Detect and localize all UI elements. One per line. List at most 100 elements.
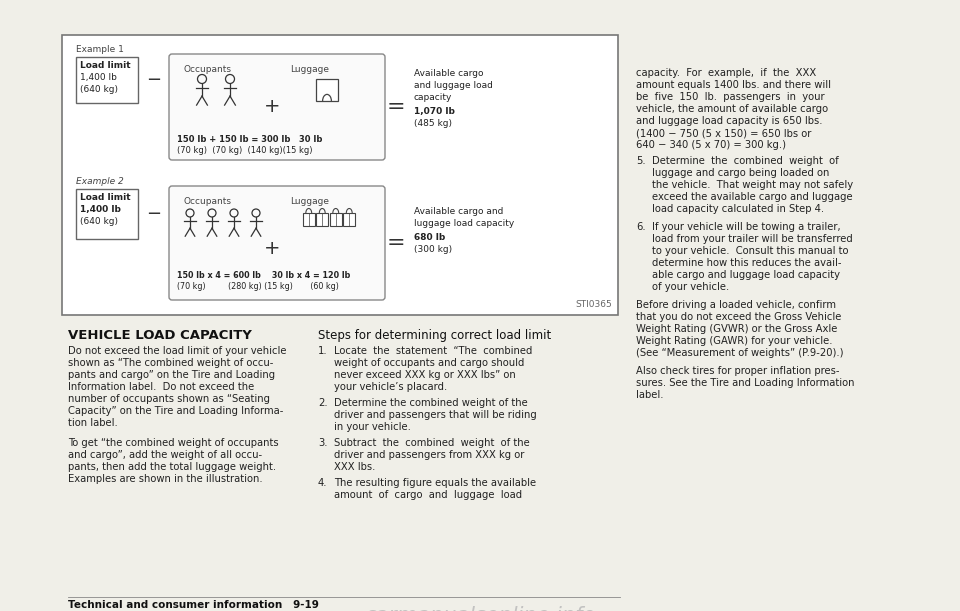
Text: 5.: 5. bbox=[636, 156, 646, 166]
Text: and luggage load: and luggage load bbox=[414, 81, 492, 90]
Text: If your vehicle will be towing a trailer,: If your vehicle will be towing a trailer… bbox=[652, 222, 841, 232]
Text: that you do not exceed the Gross Vehicle: that you do not exceed the Gross Vehicle bbox=[636, 312, 841, 322]
Text: The resulting figure equals the available: The resulting figure equals the availabl… bbox=[334, 478, 536, 488]
Text: Example 1: Example 1 bbox=[76, 45, 124, 54]
Text: load capacity calculated in Step 4.: load capacity calculated in Step 4. bbox=[652, 204, 824, 214]
Text: (70 kg)         (280 kg) (15 kg)       (60 kg): (70 kg) (280 kg) (15 kg) (60 kg) bbox=[177, 282, 339, 291]
Text: 1.: 1. bbox=[318, 346, 327, 356]
Text: +: + bbox=[264, 98, 280, 117]
FancyBboxPatch shape bbox=[330, 213, 342, 225]
Text: driver and passengers from XXX kg or: driver and passengers from XXX kg or bbox=[334, 450, 524, 460]
Text: Examples are shown in the illustration.: Examples are shown in the illustration. bbox=[68, 474, 263, 484]
Text: Locate  the  statement  “The  combined: Locate the statement “The combined bbox=[334, 346, 533, 356]
Text: amount  of  cargo  and  luggage  load: amount of cargo and luggage load bbox=[334, 490, 522, 500]
Text: Subtract  the  combined  weight  of the: Subtract the combined weight of the bbox=[334, 438, 530, 448]
Text: number of occupants shown as “Seating: number of occupants shown as “Seating bbox=[68, 394, 270, 404]
Text: carmanualsonline.info: carmanualsonline.info bbox=[365, 606, 595, 611]
Text: the vehicle.  That weight may not safely: the vehicle. That weight may not safely bbox=[652, 180, 853, 190]
Text: and cargo”, add the weight of all occu-: and cargo”, add the weight of all occu- bbox=[68, 450, 262, 460]
Text: =: = bbox=[387, 97, 405, 117]
Text: Determine the combined weight of the: Determine the combined weight of the bbox=[334, 398, 528, 408]
Text: to your vehicle.  Consult this manual to: to your vehicle. Consult this manual to bbox=[652, 246, 849, 256]
Text: 640 − 340 (5 x 70) = 300 kg.): 640 − 340 (5 x 70) = 300 kg.) bbox=[636, 140, 786, 150]
Text: (70 kg)  (70 kg)  (140 kg)(15 kg): (70 kg) (70 kg) (140 kg)(15 kg) bbox=[177, 146, 313, 155]
Text: vehicle, the amount of available cargo: vehicle, the amount of available cargo bbox=[636, 104, 828, 114]
Text: Available cargo: Available cargo bbox=[414, 69, 484, 78]
Text: 2.: 2. bbox=[318, 398, 327, 408]
Text: 3.: 3. bbox=[318, 438, 327, 448]
Text: (1400 − 750 (5 x 150) = 650 lbs or: (1400 − 750 (5 x 150) = 650 lbs or bbox=[636, 128, 811, 138]
Text: pants, then add the total luggage weight.: pants, then add the total luggage weight… bbox=[68, 462, 276, 472]
Text: luggage load capacity: luggage load capacity bbox=[414, 219, 515, 228]
Text: your vehicle’s placard.: your vehicle’s placard. bbox=[334, 382, 447, 392]
Text: label.: label. bbox=[636, 390, 663, 400]
Text: driver and passengers that will be riding: driver and passengers that will be ridin… bbox=[334, 410, 537, 420]
Text: 1,400 lb: 1,400 lb bbox=[80, 73, 117, 82]
Text: Load limit: Load limit bbox=[80, 193, 131, 202]
Text: capacity: capacity bbox=[414, 93, 452, 102]
Text: Occupants: Occupants bbox=[184, 197, 232, 206]
Text: −: − bbox=[147, 205, 161, 223]
Text: Before driving a loaded vehicle, confirm: Before driving a loaded vehicle, confirm bbox=[636, 300, 836, 310]
Text: Also check tires for proper inflation pres-: Also check tires for proper inflation pr… bbox=[636, 366, 839, 376]
Text: Technical and consumer information   9-19: Technical and consumer information 9-19 bbox=[68, 600, 319, 610]
Text: −: − bbox=[147, 71, 161, 89]
Text: =: = bbox=[387, 233, 405, 253]
Text: able cargo and luggage load capacity: able cargo and luggage load capacity bbox=[652, 270, 840, 280]
Text: (300 kg): (300 kg) bbox=[414, 245, 452, 254]
Text: of your vehicle.: of your vehicle. bbox=[652, 282, 730, 292]
Text: Luggage: Luggage bbox=[290, 65, 329, 74]
Text: (640 kg): (640 kg) bbox=[80, 85, 118, 94]
Text: be  five  150  lb.  passengers  in  your: be five 150 lb. passengers in your bbox=[636, 92, 825, 102]
Text: 150 lb + 150 lb = 300 lb   30 lb: 150 lb + 150 lb = 300 lb 30 lb bbox=[177, 135, 323, 144]
Text: weight of occupants and cargo should: weight of occupants and cargo should bbox=[334, 358, 524, 368]
Text: Luggage: Luggage bbox=[290, 197, 329, 206]
Text: XXX lbs.: XXX lbs. bbox=[334, 462, 375, 472]
FancyBboxPatch shape bbox=[169, 186, 385, 300]
Text: Weight Rating (GVWR) or the Gross Axle: Weight Rating (GVWR) or the Gross Axle bbox=[636, 324, 837, 334]
Text: pants and cargo” on the Tire and Loading: pants and cargo” on the Tire and Loading bbox=[68, 370, 276, 380]
Text: Example 2: Example 2 bbox=[76, 177, 124, 186]
Text: 6.: 6. bbox=[636, 222, 646, 232]
FancyBboxPatch shape bbox=[344, 213, 355, 225]
Text: load from your trailer will be transferred: load from your trailer will be transferr… bbox=[652, 234, 852, 244]
Text: determine how this reduces the avail-: determine how this reduces the avail- bbox=[652, 258, 842, 268]
Text: sures. See the Tire and Loading Information: sures. See the Tire and Loading Informat… bbox=[636, 378, 854, 388]
Text: capacity.  For  example,  if  the  XXX: capacity. For example, if the XXX bbox=[636, 68, 816, 78]
FancyBboxPatch shape bbox=[303, 213, 315, 225]
Text: Available cargo and: Available cargo and bbox=[414, 207, 503, 216]
Text: exceed the available cargo and luggage: exceed the available cargo and luggage bbox=[652, 192, 852, 202]
FancyBboxPatch shape bbox=[62, 35, 618, 315]
Text: VEHICLE LOAD CAPACITY: VEHICLE LOAD CAPACITY bbox=[68, 329, 252, 342]
Text: Load limit: Load limit bbox=[80, 61, 131, 70]
Text: in your vehicle.: in your vehicle. bbox=[334, 422, 411, 432]
Text: Determine  the  combined  weight  of: Determine the combined weight of bbox=[652, 156, 839, 166]
Text: 1,070 lb: 1,070 lb bbox=[414, 107, 455, 116]
Text: 150 lb x 4 = 600 lb    30 lb x 4 = 120 lb: 150 lb x 4 = 600 lb 30 lb x 4 = 120 lb bbox=[177, 271, 350, 280]
Text: To get “the combined weight of occupants: To get “the combined weight of occupants bbox=[68, 438, 278, 448]
Text: (485 kg): (485 kg) bbox=[414, 119, 452, 128]
Text: Information label.  Do not exceed the: Information label. Do not exceed the bbox=[68, 382, 254, 392]
Text: +: + bbox=[264, 238, 280, 257]
Text: (640 kg): (640 kg) bbox=[80, 217, 118, 226]
Text: STI0365: STI0365 bbox=[575, 300, 612, 309]
Text: Occupants: Occupants bbox=[184, 65, 232, 74]
FancyBboxPatch shape bbox=[169, 54, 385, 160]
Text: never exceed XXX kg or XXX lbs” on: never exceed XXX kg or XXX lbs” on bbox=[334, 370, 516, 380]
Text: (See “Measurement of weights” (P.9-20).): (See “Measurement of weights” (P.9-20).) bbox=[636, 348, 844, 358]
FancyBboxPatch shape bbox=[316, 79, 338, 101]
Text: and luggage load capacity is 650 lbs.: and luggage load capacity is 650 lbs. bbox=[636, 116, 823, 126]
Text: luggage and cargo being loaded on: luggage and cargo being loaded on bbox=[652, 168, 829, 178]
FancyBboxPatch shape bbox=[76, 189, 138, 239]
Text: Do not exceed the load limit of your vehicle: Do not exceed the load limit of your veh… bbox=[68, 346, 286, 356]
Text: Steps for determining correct load limit: Steps for determining correct load limit bbox=[318, 329, 551, 342]
Text: amount equals 1400 lbs. and there will: amount equals 1400 lbs. and there will bbox=[636, 80, 831, 90]
Text: 1,400 lb: 1,400 lb bbox=[80, 205, 121, 214]
Text: 4.: 4. bbox=[318, 478, 327, 488]
Text: Weight Rating (GAWR) for your vehicle.: Weight Rating (GAWR) for your vehicle. bbox=[636, 336, 832, 346]
Text: shown as “The combined weight of occu-: shown as “The combined weight of occu- bbox=[68, 358, 274, 368]
FancyBboxPatch shape bbox=[317, 213, 328, 225]
FancyBboxPatch shape bbox=[76, 57, 138, 103]
Text: Capacity” on the Tire and Loading Informa-: Capacity” on the Tire and Loading Inform… bbox=[68, 406, 283, 416]
Text: tion label.: tion label. bbox=[68, 418, 118, 428]
